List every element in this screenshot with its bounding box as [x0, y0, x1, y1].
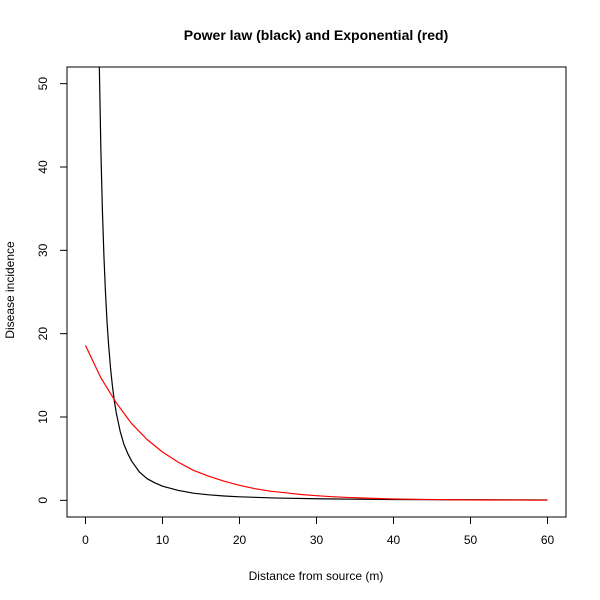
- x-tick-label: 20: [233, 533, 247, 547]
- y-tick-label: 50: [36, 77, 50, 91]
- plot-frame: [66, 66, 567, 518]
- y-tick-label: 40: [36, 160, 50, 174]
- x-tick-label: 60: [541, 533, 555, 547]
- series-line-1: [84, 345, 548, 501]
- y-tick-label: 30: [36, 243, 50, 257]
- series-line-0: [98, 67, 548, 501]
- y-axis-label: Disease incidence: [3, 241, 17, 339]
- y-tick-label: 10: [36, 410, 50, 424]
- y-tick-label: 20: [36, 327, 50, 341]
- x-axis: 0 10 20 30 40 50 60: [82, 516, 555, 547]
- x-tick-label: 30: [310, 533, 324, 547]
- x-axis-label: Distance from source (m): [249, 569, 384, 583]
- x-tick-label: 40: [387, 533, 401, 547]
- x-tick-label: 0: [82, 533, 89, 547]
- y-axis: 0 10 20 30 40 50: [36, 77, 68, 504]
- y-tick-label: 0: [36, 497, 50, 504]
- chart-title: Power law (black) and Exponential (red): [184, 27, 449, 43]
- series-layer: [84, 67, 548, 501]
- x-tick-label: 10: [156, 533, 170, 547]
- x-tick-label: 50: [464, 533, 478, 547]
